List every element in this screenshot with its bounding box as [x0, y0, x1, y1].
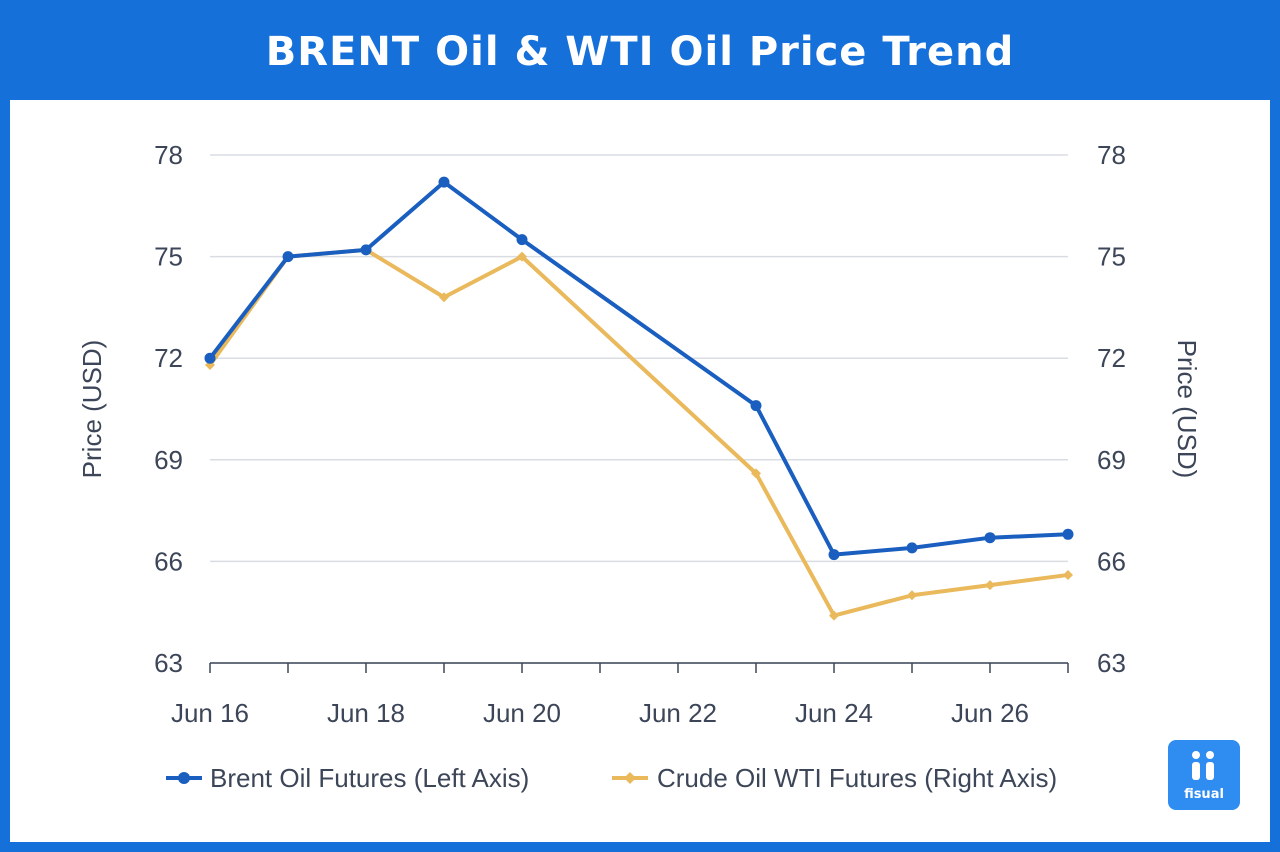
data-point-brent	[438, 176, 450, 188]
x-tick-label: Jun 22	[639, 698, 717, 728]
y-tick-left-63: 63	[154, 648, 183, 678]
legend-marker-brent	[178, 772, 190, 784]
y-tick-left-66: 66	[154, 546, 183, 576]
data-point-brent	[828, 549, 840, 561]
y-axis-title-left: Price (USD)	[77, 340, 107, 479]
y-axis-title-right: Price (USD)	[1172, 340, 1202, 479]
x-tick-label: Jun 16	[171, 698, 249, 728]
data-point-wti	[829, 610, 839, 621]
legend-label-wti: Crude Oil WTI Futures (Right Axis)	[657, 763, 1057, 793]
x-tick-label: Jun 20	[483, 698, 561, 728]
y-tick-right-66: 66	[1097, 546, 1126, 576]
y-tick-right-63: 63	[1097, 648, 1126, 678]
data-point-wti	[985, 580, 995, 591]
y-tick-left-69: 69	[154, 445, 183, 475]
fisual-logo: fisual	[1168, 740, 1240, 810]
series-line-brent	[208, 180, 1070, 557]
x-tick-label: Jun 26	[951, 698, 1029, 728]
y-tick-right-78: 78	[1097, 140, 1126, 170]
data-point-brent	[750, 400, 762, 412]
data-point-brent	[516, 234, 528, 246]
data-point-wti	[907, 590, 917, 601]
data-point-wti	[1063, 569, 1073, 580]
data-point-wti	[517, 251, 527, 262]
fisual-logo-text: fisual	[1184, 787, 1224, 802]
data-point-brent	[984, 532, 996, 544]
data-point-wti	[439, 292, 449, 303]
y-tick-right-72: 72	[1097, 343, 1126, 373]
y-tick-right-75: 75	[1097, 242, 1126, 272]
fisual-logo-icon	[1192, 751, 1214, 780]
y-tick-right-69: 69	[1097, 445, 1126, 475]
data-point-brent	[1062, 528, 1074, 540]
y-tick-left-75: 75	[154, 242, 183, 272]
legend-marker-wti	[624, 772, 636, 784]
data-point-wti	[751, 468, 761, 479]
data-point-brent	[204, 352, 216, 364]
chart-panel	[10, 100, 1270, 842]
x-tick-label: Jun 24	[795, 698, 873, 728]
data-point-brent	[360, 244, 372, 256]
legend-label-brent: Brent Oil Futures (Left Axis)	[210, 763, 529, 793]
data-point-brent	[282, 251, 294, 263]
chart-title: BRENT Oil & WTI Oil Price Trend	[265, 29, 1015, 75]
y-tick-left-72: 72	[154, 343, 183, 373]
y-tick-left-78: 78	[154, 140, 183, 170]
data-point-brent	[906, 542, 918, 554]
x-tick-label: Jun 18	[327, 698, 405, 728]
